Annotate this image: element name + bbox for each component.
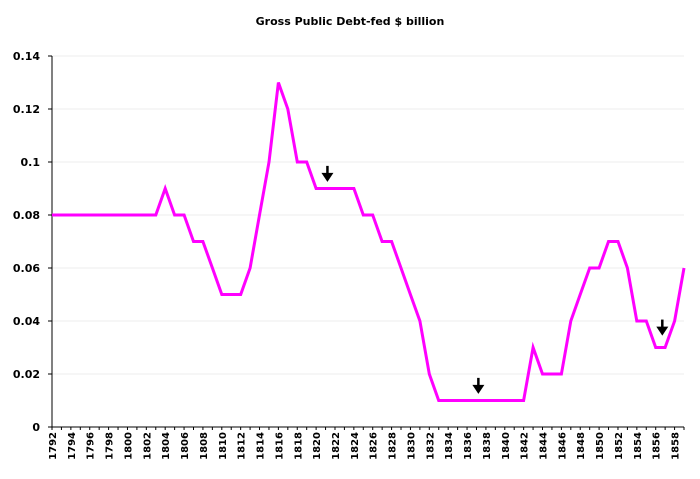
x-tick-label: 1792 xyxy=(48,432,59,460)
x-tick-label: 1814 xyxy=(256,432,267,460)
y-tick-label: 0.02 xyxy=(13,368,40,381)
y-axis-ticks: 0 0.02 0.04 0.06 0.08 0.1 0.12 0.14 xyxy=(13,50,40,434)
y-tick-label: 0.06 xyxy=(13,262,40,275)
x-tick-label: 1806 xyxy=(180,432,191,460)
x-tick-label: 1830 xyxy=(406,432,417,460)
x-tick-label: 1840 xyxy=(501,432,512,460)
x-tick-label: 1856 xyxy=(652,432,663,460)
y-tick-label: 0.04 xyxy=(13,315,40,328)
x-tick-label: 1802 xyxy=(142,432,153,460)
annotation-layer xyxy=(321,165,669,394)
down-arrow-icon xyxy=(321,165,334,182)
series-layer xyxy=(52,81,686,402)
x-tick-label: 1834 xyxy=(444,432,455,460)
axes xyxy=(48,55,685,430)
y-tick-label: 0 xyxy=(32,421,40,434)
x-tick-label: 1804 xyxy=(161,432,172,460)
x-tick-label: 1854 xyxy=(633,432,644,460)
x-tick-label: 1794 xyxy=(67,432,78,460)
x-axis-ticks: 1792 1794 1796 1798 1800 1802 1804 1806 1808 1810… xyxy=(48,432,682,460)
x-tick-label: 1810 xyxy=(218,432,229,460)
x-tick-label: 1826 xyxy=(369,432,380,460)
arrow-head xyxy=(472,384,485,394)
y-tick-label: 0.14 xyxy=(13,50,40,63)
x-tick-label: 1820 xyxy=(312,432,323,460)
x-tick-label: 1808 xyxy=(199,432,210,460)
x-tick-label: 1848 xyxy=(576,432,587,460)
down-arrow-icon xyxy=(656,319,669,336)
x-tick-label: 1816 xyxy=(274,432,285,460)
x-tick-label: 1824 xyxy=(350,432,361,460)
arrow-head xyxy=(321,172,334,182)
down-arrow-icon xyxy=(472,377,485,394)
y-tick-label: 0.08 xyxy=(13,209,40,222)
y-tick-label: 0.1 xyxy=(21,156,41,169)
x-tick-label: 1818 xyxy=(293,432,304,460)
series-line xyxy=(52,81,686,402)
arrow-head xyxy=(656,326,669,336)
x-tick-label: 1812 xyxy=(237,432,248,460)
x-tick-label: 1850 xyxy=(595,432,606,460)
x-tick-label: 1800 xyxy=(123,432,134,460)
x-tick-label: 1852 xyxy=(614,432,625,460)
x-tick-label: 1832 xyxy=(425,432,436,460)
y-tick-label: 0.12 xyxy=(13,103,40,116)
x-tick-label: 1822 xyxy=(331,432,342,460)
x-tick-label: 1844 xyxy=(539,432,550,460)
x-tick-label: 1846 xyxy=(557,432,568,460)
x-tick-label: 1838 xyxy=(482,432,493,460)
x-tick-label: 1858 xyxy=(671,432,682,460)
x-tick-label: 1796 xyxy=(86,432,97,460)
x-tick-label: 1828 xyxy=(388,432,399,460)
x-tick-label: 1836 xyxy=(463,432,474,460)
x-tick-label: 1798 xyxy=(105,432,116,460)
chart-title: Gross Public Debt-fed $ billion xyxy=(256,15,445,28)
x-tick-label: 1842 xyxy=(520,432,531,460)
